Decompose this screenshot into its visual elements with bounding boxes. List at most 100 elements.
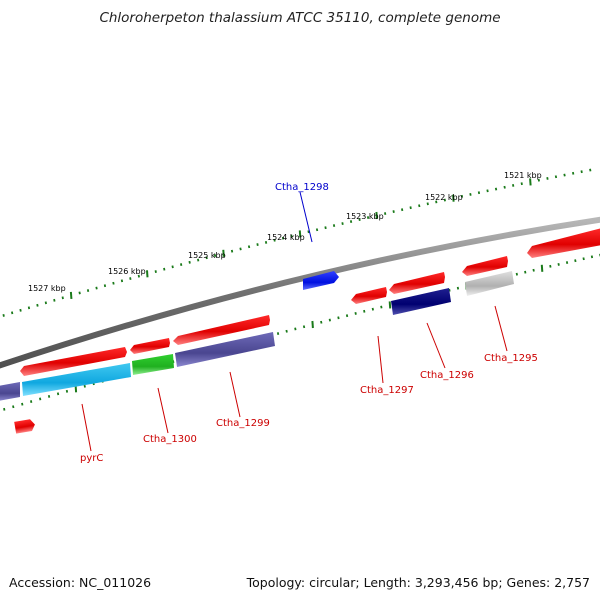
scale-minor-tick [456,286,460,290]
genome-summary: Topology: circular; Length: 3,293,456 bp… [246,575,590,590]
scale-minor-tick [324,226,327,230]
scale-minor-tick [276,332,280,335]
label-leader [157,387,169,434]
gene-label: Ctha_1298 [275,182,329,193]
scale-minor-tick [61,296,64,300]
gene-feature-highlight[interactable] [303,271,339,290]
gene-feature[interactable] [351,287,387,304]
scale-minor-tick [36,303,39,307]
scale-major-tick [375,211,378,220]
scale-minor-tick [154,270,157,273]
scale-minor-tick [3,407,6,411]
scale-minor-tick [354,312,357,315]
scale-minor-tick [11,311,14,315]
gene-label: Ctha_1300 [143,434,197,445]
scale-minor-tick [565,261,569,264]
scale-minor-tick [112,281,115,285]
gene-feature[interactable] [527,228,600,258]
gene-feature[interactable] [14,419,36,434]
scale-minor-tick [401,208,404,212]
kbp-label: 1522 kbp [425,193,463,202]
scale-minor-tick [494,187,498,191]
scale-minor-tick [392,210,395,213]
scale-minor-tick [546,177,549,180]
kbp-label: 1527 kbp [28,284,66,293]
scale-minor-tick [315,228,319,232]
scale-minor-tick [557,263,560,266]
scale-minor-tick [554,175,558,179]
gene-label: pyrC [80,453,103,464]
scale-minor-tick [371,307,374,311]
scale-minor-tick [264,241,268,244]
scale-minor-tick [409,206,412,210]
scale-minor-tick [448,288,451,292]
scale-minor-tick [532,268,535,272]
scale-minor-tick [328,318,331,322]
gene-feature[interactable] [20,347,127,376]
scale-minor-tick [78,291,81,295]
gene-feature[interactable] [130,338,170,354]
scale-minor-tick [65,389,69,393]
scale-minor-tick [443,198,446,202]
kbp-label: 1525 kbp [188,251,226,260]
scale-minor-tick [363,309,366,313]
scale-minor-tick [21,402,24,406]
scale-major-tick [298,230,302,238]
scale-minor-tick [2,314,5,317]
scale-minor-tick [590,255,594,259]
scale-minor-tick [95,286,98,290]
scale-minor-tick [137,274,140,278]
scale-minor-tick [273,238,276,242]
gene-feature[interactable] [22,363,131,396]
scale-minor-tick [460,194,464,198]
scale-minor-tick [86,289,90,292]
scale-minor-tick [380,305,383,309]
scale-minor-tick [239,247,242,251]
scale-minor-tick [520,182,523,186]
scale-minor-tick [515,272,518,276]
scale-minor-tick [39,397,42,401]
scale-major-tick [452,194,455,202]
gene-feature[interactable] [132,354,174,375]
gene-feature[interactable] [391,288,451,315]
label-leader [81,403,92,452]
scale-major-tick [388,301,392,309]
scale-minor-tick [580,170,583,174]
scale-major-tick [311,320,314,329]
scale-minor-tick [247,245,251,249]
gene-feature[interactable] [173,315,270,345]
scale-minor-tick [56,392,60,396]
scale-minor-tick [332,224,336,227]
scale-minor-tick [537,178,540,182]
scale-minor-tick [290,234,293,238]
gene-feature[interactable] [0,382,20,401]
scale-major-tick [222,249,225,257]
gene-feature[interactable] [389,272,445,294]
scale-minor-tick [349,220,353,223]
scale-minor-tick [294,327,297,331]
scale-major-tick [146,270,149,278]
scale-minor-tick [307,230,310,234]
scale-minor-tick [197,258,200,262]
scale-minor-tick [426,202,429,206]
gene-feature[interactable] [462,256,508,276]
scale-minor-tick [524,270,527,274]
scale-minor-tick [366,216,370,219]
gene-feature[interactable] [175,332,275,367]
scale-minor-tick [582,257,585,261]
scale-minor-tick [418,204,421,208]
gene-label: Ctha_1296 [420,370,474,381]
label-leader [426,322,446,369]
scale-minor-tick [302,325,306,329]
gene-feature[interactable] [465,271,514,296]
scale-minor-tick [213,254,217,257]
scale-minor-tick [574,259,577,263]
gene-label: Ctha_1299 [216,418,270,429]
scale-minor-tick [285,329,288,333]
scale-minor-tick [512,184,515,187]
scale-minor-tick [358,218,361,221]
gene-label: Ctha_1297 [360,385,414,396]
scale-minor-tick [180,263,183,266]
scale-minor-tick [44,301,47,305]
scale-minor-tick [120,279,124,283]
